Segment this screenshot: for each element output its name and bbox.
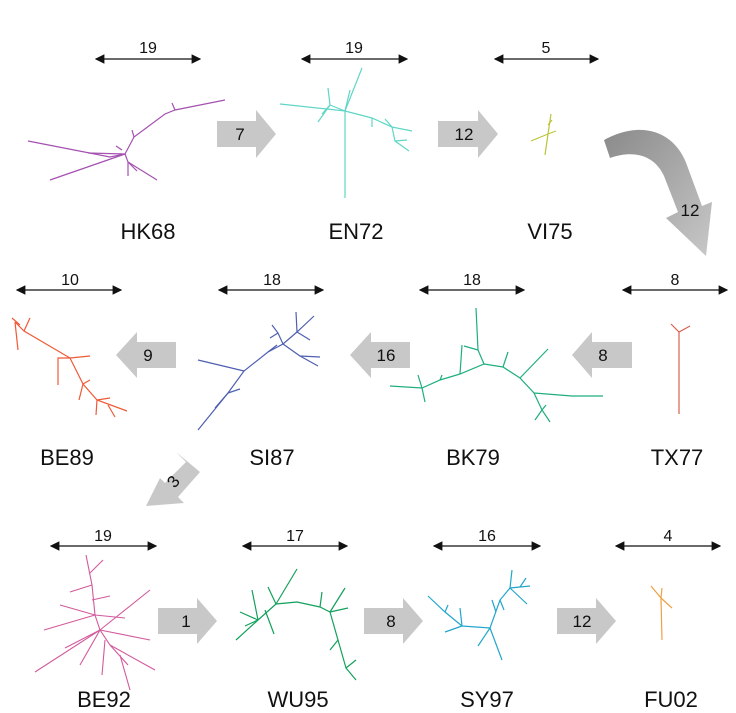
transition-value-bk79-si87: 16 [377,346,396,365]
tree-sy97 [427,569,531,661]
transition-arrow-en72-vi75: 12 [438,110,498,158]
scale-value-be89: 10 [61,272,79,289]
scale-value-be92: 19 [94,528,112,545]
scale-value-fu02: 4 [664,528,673,545]
strain-label-be89: BE89 [40,445,94,470]
cluster-tx77: 8 TX77 [621,272,729,470]
strain-label-fu02: FU02 [644,687,698,712]
transition-value-hk68-en72: 7 [235,125,244,144]
strain-label-si87: SI87 [249,445,294,470]
transition-arrow-be92-wu95: 1 [158,598,217,644]
cluster-vi75: 5 VI75 [493,40,600,244]
tree-fu02 [650,585,673,641]
transition-arrow-vi75-tx77: 12 [604,129,712,256]
cluster-wu95: 17 WU95 [235,528,357,712]
scale-value-hk68: 19 [139,40,157,57]
transition-value-en72-vi75: 12 [455,125,474,144]
cluster-fu02: 4 FU02 [614,528,722,712]
transition-arrow-be89-be92: 3 [146,452,200,506]
tree-hk68 [27,99,226,181]
scale-value-sy97: 16 [478,528,496,545]
tree-si87 [197,311,321,431]
transition-value-be92-wu95: 1 [181,612,190,631]
strain-label-bk79: BK79 [446,445,500,470]
cluster-si87: 18 SI87 [197,272,325,470]
tree-be92 [34,554,156,691]
strain-label-tx77: TX77 [651,445,704,470]
transition-value-wu95-sy97: 8 [386,612,395,631]
transition-arrow-tx77-bk79: 8 [572,332,632,378]
scale-value-tx77: 8 [671,272,680,289]
tree-be89 [11,317,128,418]
tree-wu95 [235,568,357,681]
transition-value-vi75-tx77: 12 [681,201,700,220]
tree-vi75 [530,113,557,156]
transition-arrow-sy97-fu02: 12 [557,598,616,644]
scale-value-bk79: 18 [463,272,481,289]
tree-en72 [279,67,413,198]
cluster-sy97: 16 SY97 [427,528,542,712]
tree-bk79 [389,307,603,423]
transition-arrow-bk79-si87: 16 [350,332,410,378]
tree-tx77 [670,323,691,414]
strain-label-vi75: VI75 [527,219,572,244]
strain-label-sy97: SY97 [460,687,514,712]
scale-value-si87: 18 [263,272,281,289]
transition-arrow-si87-be89: 9 [116,332,176,378]
transition-value-tx77-bk79: 8 [598,346,607,365]
cluster-en72: 19 EN72 [279,40,413,244]
scale-value-en72: 19 [345,40,363,57]
cluster-bk79: 18 BK79 [389,272,603,470]
scale-value-wu95: 17 [286,528,304,545]
scale-value-vi75: 5 [542,40,551,57]
transition-value-sy97-fu02: 12 [573,612,592,631]
cluster-hk68: 19 HK68 [27,40,226,244]
strain-label-en72: EN72 [328,219,383,244]
transition-value-si87-be89: 9 [143,346,152,365]
transition-arrow-wu95-sy97: 8 [364,598,423,644]
strain-label-hk68: HK68 [120,219,175,244]
cluster-be89: 10 BE89 [11,272,128,470]
strain-label-be92: BE92 [77,687,131,712]
cluster-be92: 19 BE92 [34,528,158,712]
transition-arrow-hk68-en72: 7 [217,110,276,158]
strain-label-wu95: WU95 [267,687,328,712]
